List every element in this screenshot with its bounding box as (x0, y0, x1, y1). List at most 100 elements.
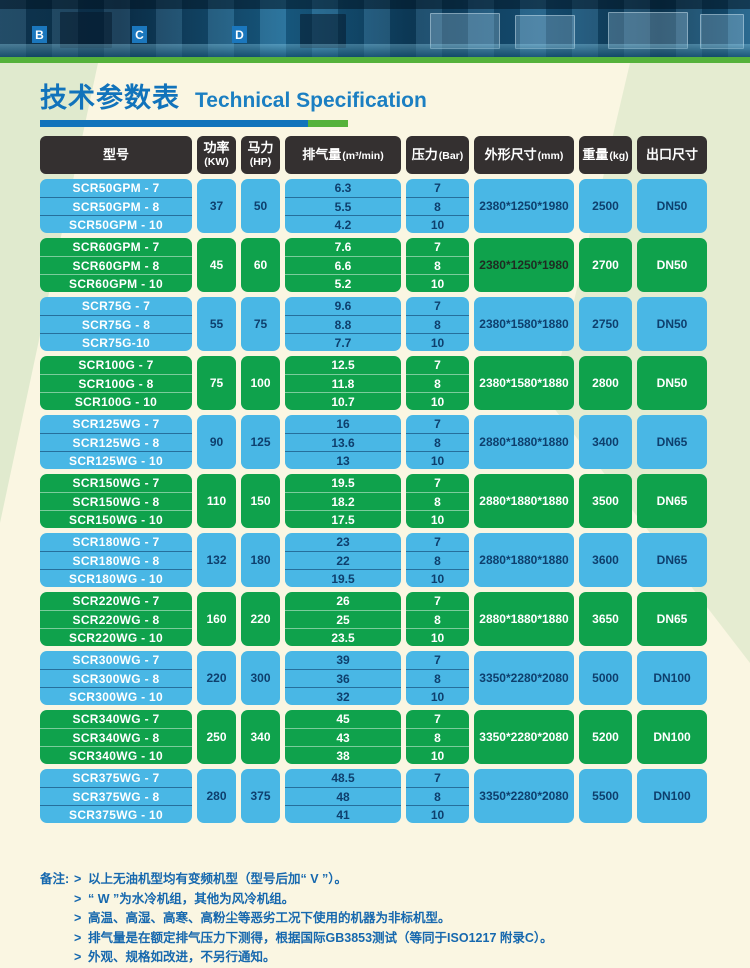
horsepower-cell: 375 (241, 769, 280, 823)
power-value: 45 (209, 258, 224, 272)
banner-machine (515, 15, 575, 49)
power-value: 280 (206, 789, 227, 803)
model-value: SCR75G-10 (40, 333, 192, 351)
displacement-value: 36 (285, 669, 401, 687)
pressure-cell: 7 8 10 (406, 238, 469, 292)
table-group-row: SCR100G - 7 SCR100G - 8 SCR100G - 10 75 100 1… (40, 356, 712, 410)
displacement-value: 22 (285, 551, 401, 569)
table-group-row: SCR50GPM - 7 SCR50GPM - 8 SCR50GPM - 10 37 5… (40, 179, 712, 233)
horsepower-cell: 180 (241, 533, 280, 587)
power-cell: 132 (197, 533, 236, 587)
title-english: Technical Specification (195, 89, 427, 112)
pressure-value: 8 (406, 315, 469, 333)
footnote-line: > 外观、规格如改进，不另行通知。 (40, 948, 712, 968)
column-header-4: 压力 (Bar) (406, 136, 469, 174)
model-value: SCR125WG - 7 (72, 417, 160, 431)
factory-photo-banner: B C D (0, 0, 750, 57)
footnote-line: 备注: > 以上无油机型均有变频机型（型号后加“ V ”）。 (40, 870, 712, 890)
weight-value: 3400 (592, 435, 619, 449)
footnote-line: > 排气量是在额定排气压力下测得，根据国际GB3853测试（等同于ISO1217 … (40, 929, 712, 949)
displacement-value: 43 (285, 728, 401, 746)
column-header-7: 出口尺寸 (637, 136, 707, 174)
displacement-value: 7.6 (334, 240, 352, 254)
page-title: 技术参数表 Technical Specification (40, 76, 712, 115)
pressure-value: 8 (406, 551, 469, 569)
power-cell: 37 (197, 179, 236, 233)
column-header-label: 压力 (411, 146, 438, 162)
table-group-row: SCR375WG - 7 SCR375WG - 8 SCR375WG - 10 280… (40, 769, 712, 823)
power-cell: 250 (197, 710, 236, 764)
model-value: SCR220WG - 8 (40, 610, 192, 628)
model-cell: SCR100G - 7 SCR100G - 8 SCR100G - 10 (40, 356, 192, 410)
model-value: SCR60GPM - 8 (40, 256, 192, 274)
pressure-value: 8 (406, 433, 469, 451)
outlet-cell: DN65 (637, 474, 707, 528)
column-header-label: 马力 (247, 140, 274, 155)
pressure-cell: 7 8 10 (406, 533, 469, 587)
dimensions-value: 3350*2280*2080 (479, 671, 569, 685)
pressure-cell: 7 8 10 (406, 592, 469, 646)
footnote-line: > 高温、高湿、高寒、高粉尘等恶劣工况下使用的机器为非标机型。 (40, 909, 712, 929)
horsepower-cell: 125 (241, 415, 280, 469)
dimensions-value: 2380*1250*1980 (479, 258, 569, 272)
column-header-2: 马力 (HP) (241, 136, 280, 174)
displacement-value: 38 (285, 746, 401, 764)
footnotes: 备注: > 以上无油机型均有变频机型（型号后加“ V ”）。 > “ W ”为水冷机组，… (40, 870, 712, 968)
pressure-value: 10 (406, 333, 469, 351)
power-cell: 45 (197, 238, 236, 292)
column-header-unit: (HP) (249, 156, 272, 168)
banner-ceiling (0, 0, 750, 9)
footnote-indent (40, 948, 74, 968)
horsepower-value: 60 (253, 258, 268, 272)
dimensions-value: 3350*2280*2080 (479, 730, 569, 744)
aisle-sign-letter: C (132, 26, 147, 43)
outlet-value: DN50 (656, 258, 688, 272)
power-cell: 220 (197, 651, 236, 705)
dimensions-value: 2880*1880*1880 (479, 612, 569, 626)
pressure-value: 8 (406, 669, 469, 687)
weight-cell: 3650 (579, 592, 632, 646)
outlet-cell: DN65 (637, 592, 707, 646)
outlet-cell: DN65 (637, 533, 707, 587)
model-value: SCR60GPM - 7 (72, 240, 160, 254)
model-value: SCR375WG - 8 (40, 787, 192, 805)
column-header-unit: (kg) (609, 149, 629, 162)
horsepower-value: 125 (250, 435, 271, 449)
footnote-bullet: > (74, 911, 82, 925)
dimensions-value: 2880*1880*1880 (479, 494, 569, 508)
displacement-value: 5.5 (285, 197, 401, 215)
pressure-value: 8 (406, 787, 469, 805)
dimensions-cell: 2380*1580*1880 (474, 297, 574, 351)
column-header-6: 重量 (kg) (579, 136, 632, 174)
pressure-cell: 7 8 10 (406, 356, 469, 410)
footnote-text: 外观、规格如改进，不另行通知。 (88, 950, 276, 964)
model-value: SCR100G - 8 (40, 374, 192, 392)
model-value: SCR150WG - 7 (72, 476, 160, 490)
model-value: SCR180WG - 10 (40, 569, 192, 587)
column-header-unit: (m³/min) (342, 149, 384, 162)
banner-floor (0, 44, 750, 57)
model-value: SCR75G - 8 (40, 315, 192, 333)
weight-cell: 2700 (579, 238, 632, 292)
footnote-bullet: > (74, 872, 82, 886)
pressure-value: 7 (434, 417, 441, 431)
pressure-value: 7 (434, 594, 441, 608)
column-header-0: 型号 (40, 136, 192, 174)
power-value: 160 (206, 612, 227, 626)
table-group-row: SCR220WG - 7 SCR220WG - 8 SCR220WG - 10 160… (40, 592, 712, 646)
pressure-cell: 7 8 10 (406, 474, 469, 528)
weight-value: 2500 (592, 199, 619, 213)
displacement-cell: 16 13.6 13 (285, 415, 401, 469)
displacement-value: 9.6 (334, 299, 352, 313)
model-value: SCR220WG - 7 (72, 594, 160, 608)
displacement-value: 11.8 (285, 374, 401, 392)
outlet-value: DN50 (656, 317, 688, 331)
weight-value: 5200 (592, 730, 619, 744)
footnote-line: > “ W ”为水冷机组，其他为风冷机组。 (40, 890, 712, 910)
dimensions-cell: 2380*1250*1980 (474, 238, 574, 292)
displacement-value: 5.2 (285, 274, 401, 292)
horsepower-cell: 150 (241, 474, 280, 528)
pressure-value: 7 (434, 653, 441, 667)
pressure-value: 10 (406, 569, 469, 587)
